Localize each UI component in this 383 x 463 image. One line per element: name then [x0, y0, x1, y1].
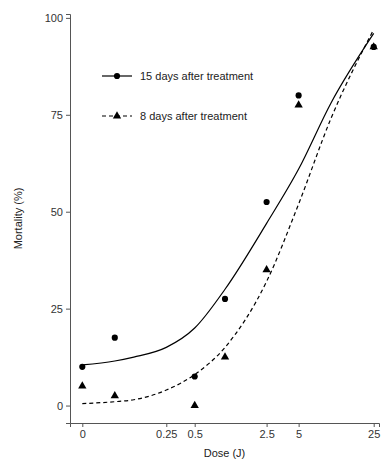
tick-mark	[66, 309, 70, 310]
tick: 100	[45, 12, 70, 24]
fit-line	[82, 30, 373, 404]
tick: 0	[80, 423, 86, 440]
tick: 0.25	[156, 423, 177, 440]
y-axis-title: Mortality (%)	[12, 188, 24, 250]
legend-label: 15 days after treatment	[140, 70, 253, 82]
tick: 25	[51, 303, 70, 315]
tick-label: 25	[51, 303, 63, 315]
legend-item: 8 days after treatment	[102, 110, 247, 122]
tick: 0	[57, 400, 70, 412]
tick-label: 0	[57, 400, 63, 412]
tick-mark	[166, 423, 167, 427]
tick-mark	[82, 423, 83, 427]
tick-label: 5	[296, 428, 302, 440]
tick: 2.5	[259, 423, 274, 440]
point	[296, 92, 302, 98]
tick-mark	[267, 423, 268, 427]
point	[191, 401, 199, 408]
point	[370, 42, 378, 49]
point	[221, 352, 229, 359]
axis-line	[66, 15, 71, 424]
axis-line	[71, 424, 380, 428]
tick-label: 0.5	[188, 428, 203, 440]
tick-label: 2.5	[259, 428, 274, 440]
tick-mark	[66, 212, 70, 213]
plot: 0 0.25 0.5 2.5 5 25 0 25 50 75 100 15 days after tr…	[45, 12, 381, 440]
y-axis: 0 25 50 75 100	[45, 12, 71, 424]
tick: 25	[368, 423, 380, 440]
tick-mark	[299, 423, 300, 427]
point	[264, 199, 270, 205]
legend-label: 8 days after treatment	[140, 110, 247, 122]
legend-marker	[113, 111, 121, 118]
tick: 50	[51, 206, 70, 218]
point	[79, 364, 85, 370]
tick-mark	[374, 423, 375, 427]
tick-label: 0.25	[156, 428, 177, 440]
point	[111, 391, 119, 398]
legend: 15 days after treatment 8 days after trea…	[102, 70, 253, 122]
tick-label: 0	[80, 428, 86, 440]
point	[78, 381, 86, 388]
point	[262, 265, 270, 272]
tick-label: 75	[51, 109, 63, 121]
data-layer	[78, 30, 378, 408]
x-axis-title: Dose (J)	[204, 447, 246, 459]
tick-mark	[66, 406, 70, 407]
tick-mark	[195, 423, 196, 427]
tick-label: 100	[45, 12, 63, 24]
chart: 0 0.25 0.5 2.5 5 25 0 25 50 75 100 15 days after tr…	[0, 0, 383, 463]
tick: 75	[51, 109, 70, 121]
fit-line	[82, 33, 373, 364]
tick-mark	[66, 115, 70, 116]
tick-label: 50	[51, 206, 63, 218]
point	[222, 296, 228, 302]
legend-item: 15 days after treatment	[102, 70, 253, 82]
x-axis: 0 0.25 0.5 2.5 5 25	[71, 423, 381, 440]
tick-label: 25	[368, 428, 380, 440]
point	[112, 335, 118, 341]
tick: 5	[296, 423, 302, 440]
tick: 0.5	[188, 423, 203, 440]
tick-mark	[66, 18, 70, 19]
point	[294, 100, 302, 107]
legend-marker	[114, 73, 120, 79]
